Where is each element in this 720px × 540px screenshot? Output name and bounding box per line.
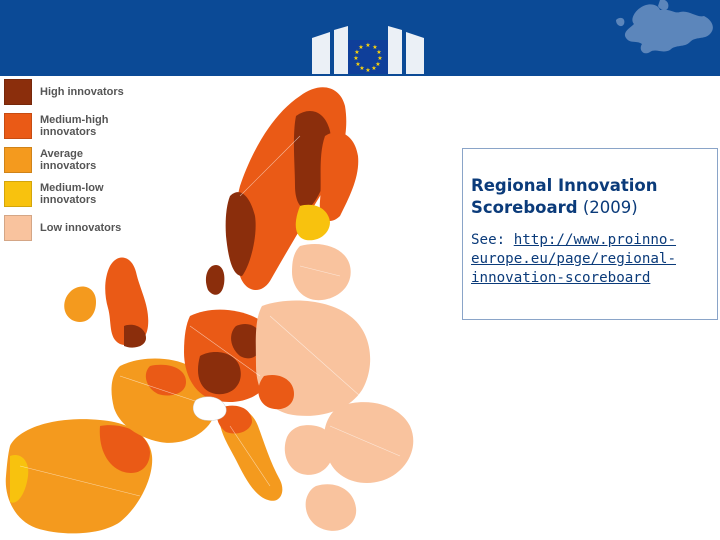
legend-swatch <box>4 181 32 207</box>
info-box: Regional Innovation Scoreboard (2009) Se… <box>462 148 718 320</box>
info-title-bold: Regional Innovation Scoreboard <box>471 176 658 217</box>
svg-text:★: ★ <box>353 55 358 62</box>
legend-label: High innovators <box>36 84 128 100</box>
legend-label: Average innovators <box>36 146 101 174</box>
see-prefix: See: <box>471 232 514 248</box>
svg-text:★: ★ <box>372 44 377 51</box>
info-link-line: See: http://www.proinno-europe.eu/page/r… <box>471 231 717 288</box>
legend-label: Low innovators <box>36 220 126 236</box>
eu-flag-logo: ★ ★★ ★★★ ★★★ ★★★ <box>312 26 424 74</box>
svg-text:★: ★ <box>376 49 381 56</box>
legend-swatch <box>4 147 32 173</box>
legend-label: Medium-high innovators <box>36 112 113 140</box>
svg-text:★: ★ <box>365 42 370 49</box>
info-title: Regional Innovation Scoreboard (2009) <box>471 175 717 219</box>
svg-text:★: ★ <box>355 61 360 68</box>
europe-innovation-map <box>5 87 414 534</box>
svg-text:★: ★ <box>375 61 380 68</box>
legend-swatch <box>4 113 32 139</box>
svg-text:★: ★ <box>377 55 382 62</box>
svg-text:★: ★ <box>371 65 376 72</box>
legend-swatch <box>4 79 32 105</box>
legend-item-high: High innovators <box>0 78 152 106</box>
legend-swatch <box>4 215 32 241</box>
legend-item-low: Low innovators <box>0 214 152 242</box>
legend-item-average: Average innovators <box>0 146 152 174</box>
legend-item-medium-high: Medium-high innovators <box>0 112 152 140</box>
header-banner: ★ ★ ★ ★ ★ ★ ★ ★ ★ ★ ★ ★ <box>0 0 720 76</box>
svg-text:★: ★ <box>354 49 359 56</box>
legend-label: Medium-low innovators <box>36 180 108 208</box>
map-legend: High innovators Medium-high innovators A… <box>0 78 152 248</box>
svg-text:★: ★ <box>359 65 364 72</box>
info-title-year: (2009) <box>582 198 638 217</box>
svg-text:★: ★ <box>365 67 370 74</box>
scoreboard-link[interactable]: http://www.proinno-europe.eu/page/region… <box>471 232 677 286</box>
svg-text:★: ★ <box>358 44 363 51</box>
europe-map-icon <box>616 0 713 54</box>
legend-item-medium-low: Medium-low innovators <box>0 180 152 208</box>
